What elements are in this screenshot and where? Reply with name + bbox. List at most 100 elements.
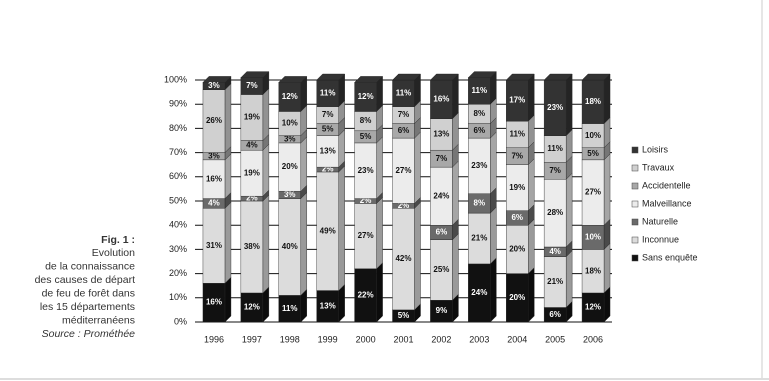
value-label: 27% xyxy=(395,166,411,175)
value-label: 3% xyxy=(208,151,220,160)
bar-side xyxy=(224,153,232,200)
legend-label: Accidentelle xyxy=(642,180,691,190)
value-label: 11% xyxy=(472,86,488,95)
value-label: 6% xyxy=(549,310,561,319)
x-tick-label: 1996 xyxy=(204,334,224,344)
bar-side xyxy=(224,201,232,284)
bar-side xyxy=(565,250,573,308)
value-label: 23% xyxy=(358,166,374,175)
x-tick-label: 1997 xyxy=(242,334,262,344)
value-label: 20% xyxy=(509,245,525,254)
value-label: 8% xyxy=(474,199,486,208)
bar-side xyxy=(262,88,270,141)
bar-side xyxy=(452,160,459,226)
bar-top xyxy=(202,76,232,83)
y-tick-label: 60% xyxy=(169,171,187,181)
value-label: 5% xyxy=(322,125,334,134)
value-label: 25% xyxy=(433,265,449,274)
bar-side xyxy=(452,73,459,120)
y-tick-label: 0% xyxy=(174,316,187,326)
value-label: 24% xyxy=(471,288,487,297)
bar-side xyxy=(414,201,421,311)
value-label: 10% xyxy=(585,131,601,140)
bar-top xyxy=(316,73,346,81)
value-label: 18% xyxy=(585,266,601,275)
value-label: 12% xyxy=(358,92,374,101)
value-label: 5% xyxy=(398,311,410,320)
value-label: 20% xyxy=(282,162,298,171)
value-label: 22% xyxy=(358,290,374,299)
value-label: 2% xyxy=(360,196,372,205)
bar-side xyxy=(338,165,345,292)
value-label: 10% xyxy=(282,119,298,128)
bar-side xyxy=(376,196,383,270)
value-label: 11% xyxy=(320,88,336,97)
bar-side xyxy=(565,73,573,137)
value-label: 7% xyxy=(322,110,334,119)
value-label: 19% xyxy=(244,113,260,122)
value-label: 18% xyxy=(585,97,601,106)
bar-side xyxy=(490,206,497,265)
legend-label: Sans enquête xyxy=(642,252,698,262)
legend-swatch xyxy=(631,236,639,244)
bar-side xyxy=(300,136,307,192)
legend-swatch xyxy=(631,218,639,226)
bar-side xyxy=(338,284,345,323)
value-label: 6% xyxy=(398,126,410,135)
value-label: 31% xyxy=(206,241,222,250)
value-label: 2% xyxy=(322,165,334,174)
value-label: 19% xyxy=(244,168,260,177)
y-tick-label: 40% xyxy=(169,220,187,230)
bar-side xyxy=(490,131,497,195)
value-label: 2% xyxy=(398,201,410,210)
value-label: 7% xyxy=(511,151,523,160)
value-label: 49% xyxy=(320,226,336,235)
legend-swatch xyxy=(631,200,639,208)
value-label: 11% xyxy=(282,304,298,313)
value-label: 16% xyxy=(206,298,222,307)
value-label: 40% xyxy=(282,242,298,251)
caption-line: méditerranéens xyxy=(62,314,135,326)
value-label: 20% xyxy=(509,293,525,302)
value-label: 28% xyxy=(547,208,563,217)
y-tick-label: 20% xyxy=(169,268,187,278)
bar-side xyxy=(528,73,535,122)
value-label: 7% xyxy=(549,166,561,175)
caption-source: Source : Prométhée xyxy=(42,328,136,340)
value-label: 11% xyxy=(396,88,412,97)
bar-top xyxy=(392,73,421,81)
value-label: 24% xyxy=(433,191,449,200)
value-label: 6% xyxy=(474,126,486,135)
value-label: 13% xyxy=(320,301,336,310)
value-label: 2% xyxy=(246,194,258,203)
y-tick-label: 10% xyxy=(169,292,187,302)
bar-side xyxy=(300,192,307,296)
value-label: 13% xyxy=(320,146,336,155)
value-label: 8% xyxy=(360,116,372,125)
x-tick-label: 2002 xyxy=(431,334,451,344)
x-tick-label: 2001 xyxy=(393,334,413,344)
value-label: 7% xyxy=(436,154,448,163)
caption-line: des causes de départ xyxy=(35,274,135,286)
legend-label: Naturelle xyxy=(642,216,678,226)
y-tick-label: 80% xyxy=(169,123,187,133)
bar-side xyxy=(224,276,232,323)
bar-top xyxy=(278,76,308,83)
value-label: 9% xyxy=(436,306,448,315)
bar-top xyxy=(581,73,611,81)
legend-swatch xyxy=(631,182,639,190)
bar-top xyxy=(467,71,497,78)
value-label: 11% xyxy=(509,130,525,139)
value-label: 19% xyxy=(509,183,525,192)
value-label: 4% xyxy=(549,247,561,256)
value-label: 12% xyxy=(282,92,298,101)
value-label: 8% xyxy=(474,109,486,118)
legend-label: Malveillance xyxy=(642,198,692,208)
value-label: 7% xyxy=(246,81,258,90)
caption-line: de feu de forêt dans xyxy=(42,287,135,299)
bar-side xyxy=(603,73,611,125)
bar-top xyxy=(240,71,270,78)
value-label: 42% xyxy=(395,254,411,263)
value-label: 21% xyxy=(547,277,563,286)
